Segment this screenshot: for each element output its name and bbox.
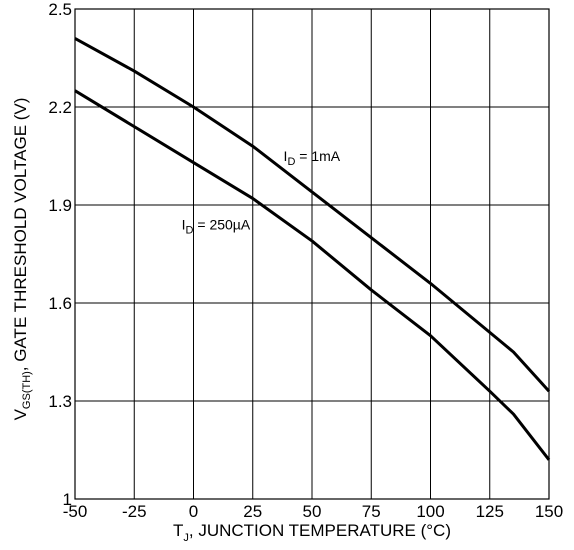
y-tick-label: 1.6 [48,294,72,313]
grid [74,8,550,500]
series-label-1ma: ID = 1mA [284,148,341,168]
x-tick-label: 25 [243,502,262,521]
y-tick-label: 2.2 [48,98,72,117]
y-tick-label: 2.5 [48,0,72,19]
x-tick-label: 75 [362,502,381,521]
x-tick-label: 125 [476,502,504,521]
x-tick-label: 100 [416,502,444,521]
x-tick-label: 0 [189,502,198,521]
x-tick-label: -50 [63,502,88,521]
series-label-250ua: ID = 250µA [182,217,251,237]
y-tick-label: 1 [63,490,72,509]
x-tick-labels: -50 -25 0 25 50 75 100 125 150 [63,502,563,521]
x-tick-label: -25 [122,502,147,521]
x-tick-label: 50 [303,502,322,521]
y-tick-label: 1.3 [48,392,72,411]
series-line-0 [74,37,551,393]
y-tick-label: 1.9 [48,196,72,215]
y-axis-title: VGS(TH), GATE THRESHOLD VOLTAGE (V) [11,98,33,421]
series-line-1 [74,89,551,461]
y-tick-labels: 1 1.3 1.6 1.9 2.2 2.5 [48,0,72,509]
plot-frame [74,8,550,500]
x-tick-label: 150 [535,502,563,521]
series-layer [74,37,551,461]
x-axis-title: TJ, JUNCTION TEMPERATURE (°C) [173,521,451,544]
